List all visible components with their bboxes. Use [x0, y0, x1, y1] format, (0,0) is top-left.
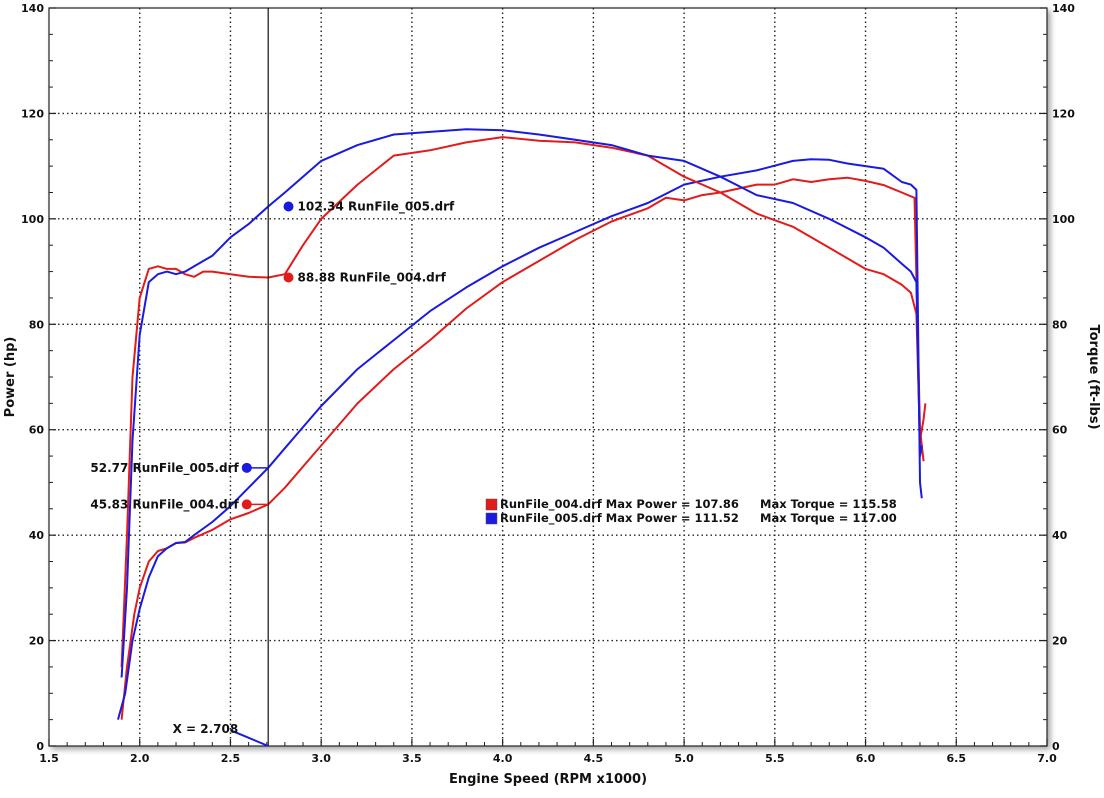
y-right-tick-label: 100	[1052, 213, 1075, 226]
cursor-readout-dot	[283, 201, 294, 212]
cursor-readout-label: 88.88 RunFile_004.drf	[298, 270, 447, 285]
x-tick-label: 2.0	[130, 752, 150, 765]
y-left-tick-label: 100	[21, 213, 44, 226]
x-tick-label: 4.5	[584, 752, 604, 765]
legend-swatch	[485, 498, 498, 511]
x-tick-label: 4.0	[493, 752, 513, 765]
y-right-tick-label: 40	[1052, 529, 1068, 542]
legend-entry-label: RunFile_004.drf Max Power = 107.86	[500, 497, 739, 512]
x-tick-label: 5.0	[674, 752, 694, 765]
legend-swatch	[485, 512, 498, 525]
y-left-tick-label: 140	[21, 2, 44, 15]
legend-entry-torque: Max Torque = 115.58	[760, 497, 897, 511]
y-right-tick-label: 20	[1052, 635, 1068, 648]
cursor-readout-label: 45.83 RunFile_004.drf	[90, 497, 239, 512]
legend: RunFile_004.drf Max Power = 107.86 Max To…	[485, 497, 897, 526]
series-group	[117, 128, 927, 720]
y-left-tick-label: 60	[29, 424, 45, 437]
y-right-tick-label: 0	[1052, 740, 1060, 753]
series-line-runfile_004-drf-torque	[120, 136, 927, 667]
plot-area	[48, 7, 1048, 747]
y-left-tick-label: 40	[29, 529, 45, 542]
series-line-runfile_005-drf-power	[117, 158, 923, 720]
x-tick-label: 3.5	[402, 752, 422, 765]
x-tick-label: 6.5	[947, 752, 967, 765]
y-right-tick-label: 60	[1052, 424, 1068, 437]
x-tick-label: 5.5	[765, 752, 785, 765]
x-tick-label: 7.0	[1037, 752, 1057, 765]
x-axis-title: Engine Speed (RPM x1000)	[449, 772, 647, 787]
series-line-runfile_005-drf-torque	[120, 128, 923, 678]
cursor-x-readout: X = 2.708	[173, 722, 239, 736]
legend-entry-torque: Max Torque = 117.00	[760, 511, 897, 525]
cursor-readout-label: 52.77 RunFile_005.drf	[90, 461, 239, 476]
y-right-tick-label: 120	[1052, 107, 1075, 120]
cursor-readout-dot	[241, 499, 252, 510]
y-left-tick-label: 0	[36, 740, 44, 753]
x-tick-label: 6.0	[856, 752, 876, 765]
axes: 1.5 2.0 2.5 3.0 3.5 4.0 4.5 5.0 5.5 6.0 6.5 7.00204…	[21, 2, 1075, 765]
y-left-tick-label: 20	[29, 635, 45, 648]
cursor-group[interactable]: X = 2.708 102.34 RunFile_005.drf 88.88 Run…	[90, 8, 455, 747]
x-tick-label: 3.0	[311, 752, 331, 765]
x-tick-label: 2.5	[221, 752, 241, 765]
cursor-readout-dot	[241, 462, 252, 473]
y-axis-right-title: Torque (ft-lbs)	[1086, 324, 1101, 429]
cursor-tail	[230, 729, 269, 747]
grid	[49, 8, 1047, 746]
y-left-tick-label: 80	[29, 318, 45, 331]
cursor-readout-label: 102.34 RunFile_005.drf	[298, 200, 455, 215]
legend-entry-label: RunFile_005.drf Max Power = 111.52	[500, 511, 739, 526]
y-right-tick-label: 140	[1052, 2, 1075, 15]
y-left-tick-label: 120	[21, 107, 44, 120]
x-tick-label: 1.5	[39, 752, 59, 765]
y-axis-left-title: Power (hp)	[3, 337, 18, 418]
cursor-readout-dot	[283, 272, 294, 283]
y-right-tick-label: 80	[1052, 318, 1068, 331]
